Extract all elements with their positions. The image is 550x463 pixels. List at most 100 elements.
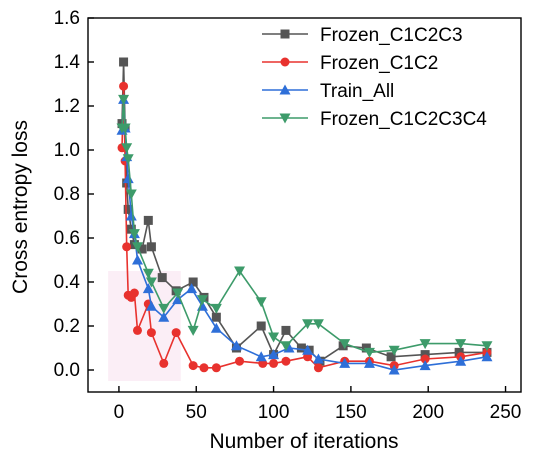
data-point: [131, 242, 143, 253]
data-point: [128, 229, 140, 240]
legend: Frozen_C1C2C3 Frozen_C1C2 Train_All Frozen_…: [262, 25, 487, 130]
data-point: [143, 215, 153, 225]
data-point: [137, 244, 147, 254]
x-axis-label: Number of iterations: [209, 430, 398, 453]
data-point: [146, 328, 156, 338]
y-tick-label: 0.4: [54, 272, 81, 293]
data-point: [281, 325, 291, 335]
data-point: [256, 321, 266, 331]
data-point: [210, 322, 222, 333]
data-point: [235, 356, 245, 366]
data-point: [172, 288, 184, 299]
legend-entry: Frozen_C1C2C3C4: [262, 109, 487, 130]
y-tick-label: 0.6: [54, 228, 80, 249]
legend-entry: Frozen_C1C2C3: [262, 25, 463, 46]
data-point: [159, 358, 169, 368]
x-axis: 0 50 100 150 200 250: [114, 386, 522, 423]
data-point: [142, 268, 154, 279]
data-point: [455, 355, 467, 366]
data-point: [145, 300, 157, 311]
data-point: [419, 360, 431, 371]
data-point: [125, 189, 137, 200]
y-tick-label: 1.6: [54, 8, 80, 29]
data-point: [210, 303, 222, 314]
data-point: [312, 319, 324, 330]
data-point: [230, 340, 242, 351]
legend-label: Frozen_C1C2C3C4: [320, 109, 487, 130]
legend-label: Train_All: [320, 81, 394, 102]
y-tick-label: 1.4: [54, 52, 81, 73]
y-tick-label: 0.8: [54, 184, 80, 205]
data-point: [129, 288, 139, 298]
data-point: [122, 173, 134, 184]
data-point: [145, 277, 157, 288]
data-point: [122, 242, 132, 252]
data-point: [188, 277, 198, 287]
data-point: [157, 273, 167, 283]
x-tick-label: 200: [412, 402, 444, 423]
legend-marker: [279, 113, 291, 124]
pink-band-rect: [108, 271, 181, 381]
legend-marker: [280, 29, 290, 39]
data-point: [146, 242, 156, 252]
x-tick-label: 150: [335, 402, 367, 423]
data-point: [118, 94, 130, 105]
data-point: [255, 351, 267, 362]
data-point: [119, 123, 131, 134]
data-point: [119, 57, 129, 67]
data-point: [125, 210, 137, 221]
data-point: [158, 311, 170, 322]
x-tick-label: 0: [114, 402, 125, 423]
data-point: [234, 266, 246, 277]
data-point: [199, 363, 209, 373]
data-point: [281, 356, 291, 366]
series-layer: [116, 57, 493, 375]
y-axis: 0.0 0.2 0.4 0.6 0.8 1.0 1.2 1.4 1.6: [54, 8, 94, 381]
y-tick-label: 1.2: [54, 96, 80, 117]
legend-entry: Frozen_C1C2: [262, 53, 438, 74]
data-point: [363, 357, 375, 368]
plot-frame: [87, 17, 522, 393]
legend-label: Frozen_C1C2: [320, 53, 438, 74]
x-tick-label: 100: [258, 402, 290, 423]
data-point: [268, 332, 280, 343]
data-point: [455, 339, 467, 350]
data-point: [339, 357, 351, 368]
data-point: [187, 325, 199, 336]
data-point: [481, 341, 493, 352]
data-point: [132, 325, 142, 335]
legend-label: Frozen_C1C2C3: [320, 25, 463, 46]
data-point: [269, 358, 279, 368]
data-point: [302, 344, 314, 355]
data-point: [339, 339, 351, 350]
data-point: [313, 363, 323, 373]
legend-entry: Train_All: [262, 81, 394, 102]
data-point: [420, 354, 430, 364]
legend-marker: [280, 57, 290, 67]
data-point: [211, 363, 221, 373]
y-tick-label: 0.0: [54, 360, 80, 381]
data-point: [142, 283, 154, 294]
data-point: [123, 204, 133, 214]
data-point: [268, 349, 280, 360]
data-point: [388, 364, 400, 375]
y-axis-label: Cross entropy loss: [9, 120, 32, 294]
data-point: [454, 347, 464, 357]
data-point: [419, 339, 431, 350]
pink-highlight-band: [108, 271, 181, 381]
data-point: [186, 283, 198, 294]
data-point: [171, 328, 181, 338]
data-point: [131, 254, 143, 265]
data-point: [119, 81, 129, 91]
legend-marker: [279, 84, 291, 95]
x-tick-label: 250: [490, 402, 522, 423]
data-point: [158, 303, 170, 314]
data-point: [196, 295, 208, 306]
data-point: [121, 143, 133, 154]
data-point: [386, 352, 396, 362]
data-point: [302, 319, 314, 330]
data-point: [188, 361, 198, 371]
data-point: [312, 353, 324, 364]
data-point: [388, 345, 400, 356]
